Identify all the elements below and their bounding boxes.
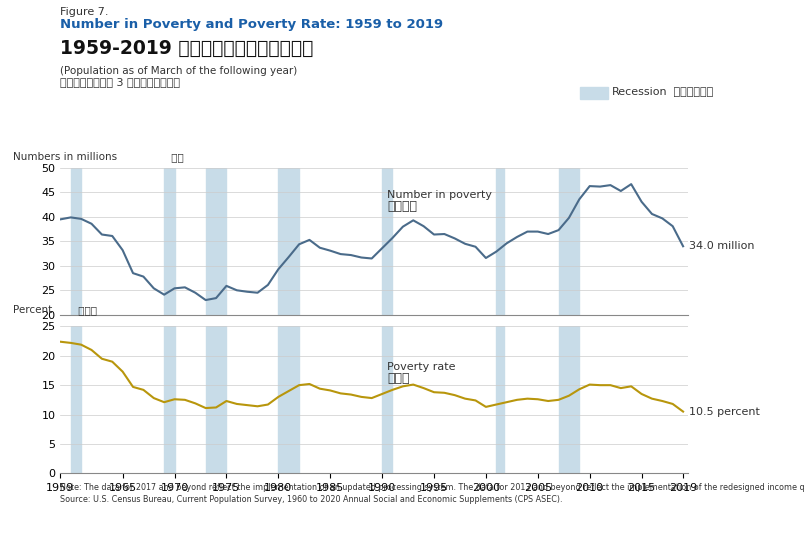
Bar [559, 326, 580, 473]
Text: 经济耙条时期: 经济耙条时期 [670, 87, 713, 97]
Bar [279, 168, 299, 315]
Text: Note: The data for 2017 and beyond reflect the implementation of an updated proc: Note: The data for 2017 and beyond refle… [60, 483, 805, 504]
Bar [205, 326, 226, 473]
Bar [71, 168, 81, 315]
Bar [164, 326, 175, 473]
Text: 贫困率: 贫困率 [387, 372, 410, 385]
Bar [205, 168, 226, 315]
Text: Number in Poverty and Poverty Rate: 1959 to 2019: Number in Poverty and Poverty Rate: 1959… [60, 18, 444, 31]
Bar [496, 326, 504, 473]
Text: 10.5 percent: 10.5 percent [689, 407, 760, 417]
Bar [382, 326, 393, 473]
Text: Number in poverty: Number in poverty [387, 190, 493, 200]
Bar [496, 168, 504, 315]
Text: Figure 7.: Figure 7. [60, 7, 109, 17]
Text: 34.0 million: 34.0 million [689, 241, 755, 251]
Bar [559, 168, 580, 315]
Text: Percent: Percent [13, 305, 52, 315]
Text: 百万: 百万 [168, 152, 184, 162]
Text: Poverty rate: Poverty rate [387, 362, 456, 372]
Bar [164, 168, 175, 315]
Bar [279, 326, 299, 473]
Bar [71, 326, 81, 473]
Text: Recession: Recession [612, 87, 667, 97]
Text: 1959-2019 年美国贫困人口数和贫困率: 1959-2019 年美国贫困人口数和贫困率 [60, 39, 314, 58]
Text: （人口基数以次年 3 月份的数字为准）: （人口基数以次年 3 月份的数字为准） [60, 77, 180, 87]
Text: 贫困人数: 贫困人数 [387, 199, 417, 213]
Text: 百分比: 百分比 [75, 305, 97, 315]
Bar [382, 168, 393, 315]
Text: (Population as of March of the following year): (Population as of March of the following… [60, 66, 298, 76]
Text: Numbers in millions: Numbers in millions [13, 152, 118, 162]
